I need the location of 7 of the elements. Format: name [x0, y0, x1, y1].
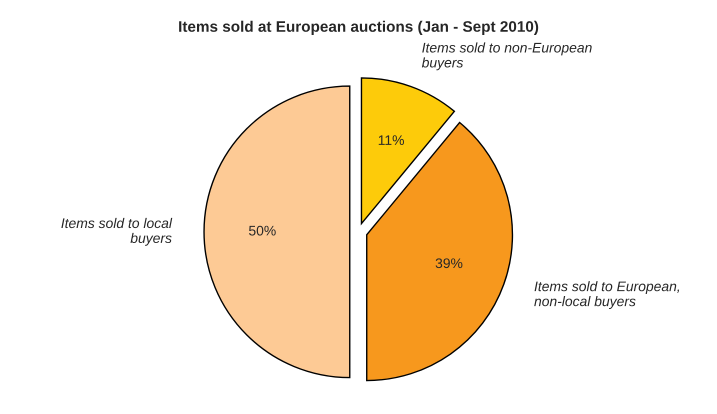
chart-title: Items sold at European auctions (Jan - Sept 2010) — [179, 20, 538, 35]
data-label: 11% — [378, 135, 404, 146]
slice-label: Items sold to European, non-local buyers — [534, 281, 680, 309]
slice-label: Items sold to non-European buyers — [422, 42, 592, 70]
data-label: 39% — [436, 258, 462, 268]
slice-label: Items sold to local buyers — [61, 218, 172, 246]
data-label: 50% — [248, 226, 276, 236]
